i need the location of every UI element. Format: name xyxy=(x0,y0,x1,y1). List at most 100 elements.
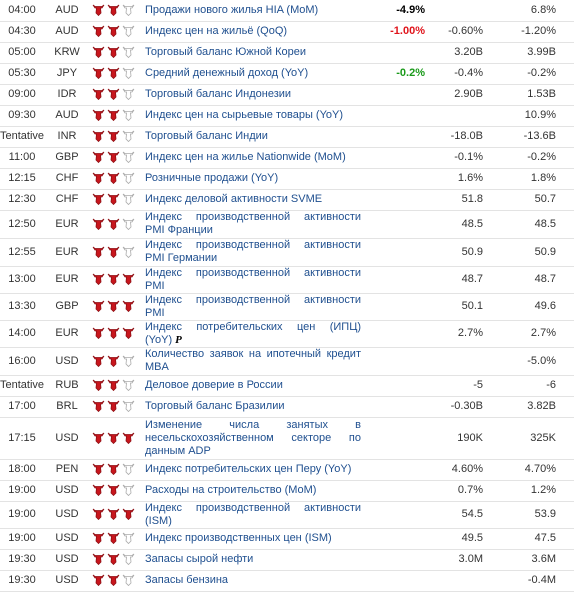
previous: 4.70% xyxy=(486,459,574,481)
bull-icon-empty xyxy=(122,218,135,230)
importance xyxy=(90,570,142,592)
event-name: Индекс потребительских цен (ИПЦ) (YoY) P xyxy=(142,320,364,348)
event-row: 19:00 USD Расходы на строительство (MoM) 0.… xyxy=(0,480,574,502)
previous: 3.6M xyxy=(486,549,574,571)
event-name: Индекс цен на жильё (QoQ) xyxy=(142,21,364,43)
currency: AUD xyxy=(44,0,90,22)
bull-icon-filled xyxy=(107,273,120,286)
actual xyxy=(364,147,428,169)
currency: RUB xyxy=(44,375,90,397)
forecast: -5 xyxy=(428,375,486,397)
forecast: 3.0M xyxy=(428,549,486,571)
bull-icon-filled xyxy=(92,172,105,185)
previous: 48.5 xyxy=(486,210,574,239)
actual xyxy=(364,549,428,571)
bull-icon-empty xyxy=(122,130,135,143)
bull-icon-filled xyxy=(107,4,120,16)
currency: USD xyxy=(44,347,90,376)
time: Tentative xyxy=(0,126,44,148)
actual xyxy=(364,84,428,106)
event-row: 12:55 EUR Индекс производственной активнос… xyxy=(0,238,574,267)
bull-icon-filled xyxy=(122,432,135,444)
bull-icon-empty xyxy=(122,67,135,80)
actual xyxy=(364,375,428,397)
time: 19:00 xyxy=(0,501,44,529)
previous: -0.4M xyxy=(486,570,574,592)
forecast xyxy=(428,347,486,376)
previous: -5.0% xyxy=(486,347,574,376)
event-name: Индекс цен на сырьевые товары (YoY) xyxy=(142,105,364,127)
forecast: 190K xyxy=(428,417,486,460)
time: 19:00 xyxy=(0,480,44,502)
bull-icon-filled xyxy=(107,432,120,444)
previous: 325K xyxy=(486,417,574,460)
event-name: Индекс деловой активности SVME xyxy=(142,189,364,211)
bull-icon-empty xyxy=(122,46,135,59)
bull-icon-empty xyxy=(122,574,135,587)
currency: USD xyxy=(44,480,90,502)
forecast: -0.1% xyxy=(428,147,486,169)
currency: INR xyxy=(44,126,90,148)
currency: EUR xyxy=(44,266,90,294)
time: 12:15 xyxy=(0,168,44,190)
importance xyxy=(90,347,142,376)
event-name: Запасы бензина xyxy=(142,570,364,592)
previous: 49.6 xyxy=(486,293,574,321)
actual xyxy=(364,105,428,127)
importance xyxy=(90,459,142,481)
time: 19:30 xyxy=(0,549,44,571)
forecast: 2.90B xyxy=(428,84,486,106)
forecast xyxy=(428,105,486,127)
importance xyxy=(90,84,142,106)
forecast: -0.30B xyxy=(428,396,486,418)
previous: 6.8% xyxy=(486,0,574,22)
bull-icon-filled xyxy=(107,88,120,101)
bull-icon-empty xyxy=(122,25,135,38)
event-row: 13:30 GBP Индекс производственной активнос… xyxy=(0,293,574,321)
previous: 50.9 xyxy=(486,238,574,267)
bull-icon-filled xyxy=(92,246,105,258)
importance xyxy=(90,238,142,267)
preliminary-icon: P xyxy=(175,333,182,346)
importance xyxy=(90,417,142,460)
event-row: Tentative RUB Деловое доверие в России -5 -6 xyxy=(0,375,574,397)
bull-icon-empty xyxy=(122,172,135,185)
event-name: Запасы сырой нефти xyxy=(142,549,364,571)
forecast: 3.20B xyxy=(428,42,486,64)
bull-icon-empty xyxy=(122,463,135,476)
bull-icon-empty xyxy=(122,193,135,206)
bull-icon-filled xyxy=(107,300,120,313)
time: Tentative xyxy=(0,375,44,397)
bull-icon-filled xyxy=(92,532,105,545)
bull-icon-empty xyxy=(122,151,135,164)
actual xyxy=(364,168,428,190)
bull-icon-filled xyxy=(107,484,120,497)
bull-icon-filled xyxy=(92,379,105,392)
bull-icon-filled xyxy=(107,246,120,258)
importance xyxy=(90,480,142,502)
forecast: -18.0B xyxy=(428,126,486,148)
forecast: 2.7% xyxy=(428,320,486,348)
previous: -0.2% xyxy=(486,147,574,169)
bull-icon-filled xyxy=(92,4,105,16)
event-name: Торговый баланс Индии xyxy=(142,126,364,148)
event-name: Индекс производственной активности PMI xyxy=(142,266,364,294)
actual: -0.2% xyxy=(364,63,428,85)
bull-icon-filled xyxy=(92,218,105,230)
importance xyxy=(90,63,142,85)
time: 12:30 xyxy=(0,189,44,211)
actual xyxy=(364,347,428,376)
importance xyxy=(90,42,142,64)
event-name: Розничные продажи (YoY) xyxy=(142,168,364,190)
forecast: 4.60% xyxy=(428,459,486,481)
currency: EUR xyxy=(44,320,90,348)
event-row: 19:00 USD Индекс производственных цен (ISM… xyxy=(0,528,574,550)
actual xyxy=(364,210,428,239)
previous: 2.7% xyxy=(486,320,574,348)
importance xyxy=(90,105,142,127)
forecast: 48.7 xyxy=(428,266,486,294)
time: 18:00 xyxy=(0,459,44,481)
bull-icon-filled xyxy=(92,484,105,497)
event-row: 19:00 USD Индекс производственной активнос… xyxy=(0,501,574,529)
